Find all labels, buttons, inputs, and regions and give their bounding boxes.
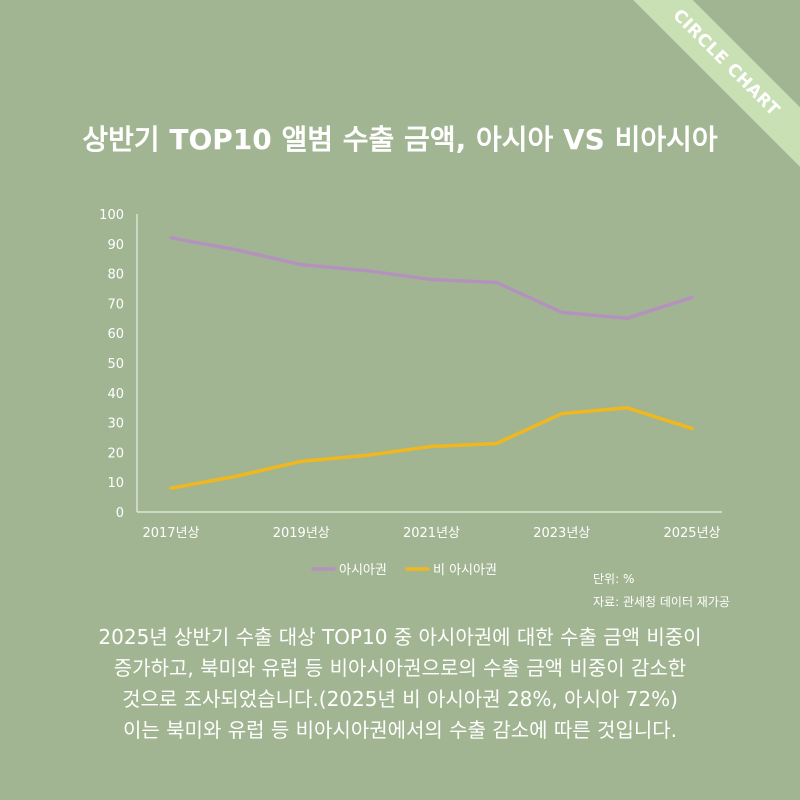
chart-series: [169, 236, 694, 490]
description-line: 이는 북미와 유럽 등 비아시아권에서의 수출 감소에 따른 것입니다.: [122, 718, 678, 742]
y-tick-label: 90: [107, 238, 124, 253]
series-line-1: [169, 236, 694, 321]
chart-legend: 아시아권 비 아시아권: [311, 563, 497, 578]
y-tick-label: 30: [107, 417, 124, 432]
legend-label: 비 아시아권: [433, 563, 497, 578]
y-tick-label: 50: [107, 357, 124, 372]
y-tick-label: 20: [107, 446, 124, 461]
x-tick-label: 2025년상: [663, 526, 720, 541]
series-line-2: [169, 405, 694, 490]
y-tick-label: 10: [107, 476, 124, 491]
line-chart: 0 10 20 30 40 50 60 70 80 90 100 2017년상 2019년상 2021년상…: [99, 208, 722, 578]
legend-label: 아시아권: [339, 563, 387, 578]
y-tick-label: 0: [116, 506, 124, 521]
source-note: 자료: 관세청 데이터 재가공: [593, 595, 730, 609]
y-tick-label: 70: [107, 297, 124, 312]
chart-title: 상반기 TOP10 앨범 수출 금액, 아시아 VS 비아시아: [82, 123, 718, 156]
unit-note: 단위: %: [593, 572, 635, 586]
description: 2025년 상반기 수출 대상 TOP10 중 아시아권에 대한 수출 금액 비…: [20, 622, 780, 746]
x-tick-label: 2017년상: [142, 526, 199, 541]
chart-axes: 0 10 20 30 40 50 60 70 80 90 100 2017년상 2019년상 2021년상…: [99, 208, 722, 541]
y-tick-label: 40: [107, 387, 124, 402]
description-line: 것으로 조사되었습니다.(2025년 비 아시아권 28%, 아시아 72%): [122, 687, 678, 711]
x-tick-label: 2021년상: [403, 526, 460, 541]
description-line: 증가하고, 북미와 유럽 등 비아시아권으로의 수출 금액 비중이 감소한: [113, 656, 687, 680]
x-tick-label: 2019년상: [273, 526, 330, 541]
description-line: 2025년 상반기 수출 대상 TOP10 중 아시아권에 대한 수출 금액 비…: [98, 625, 702, 649]
y-tick-label: 80: [107, 268, 124, 283]
x-tick-label: 2023년상: [533, 526, 590, 541]
y-tick-label: 60: [107, 327, 124, 342]
y-tick-label: 100: [99, 208, 124, 223]
